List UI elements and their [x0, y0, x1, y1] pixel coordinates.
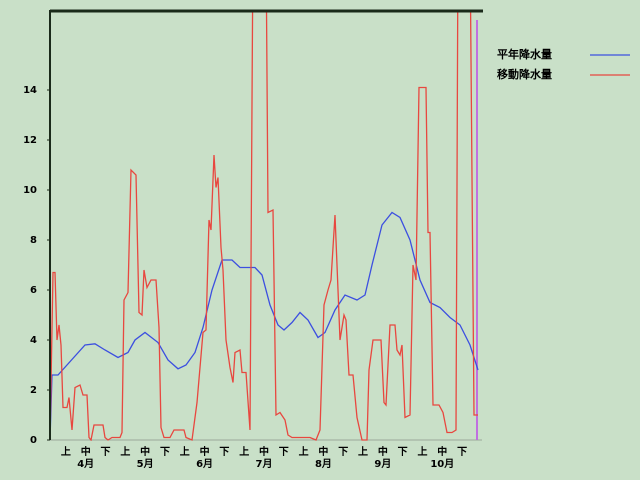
x-tick-label: 中 — [200, 445, 210, 458]
x-tick-label: 上 — [120, 445, 130, 458]
month-label: 5月 — [137, 458, 154, 470]
month-label: 10月 — [430, 458, 454, 470]
y-tick-label: 0 — [30, 435, 37, 446]
x-tick-label: 下 — [101, 446, 111, 458]
series-line — [50, 10, 478, 441]
x-tick-label: 中 — [140, 445, 150, 458]
legend-label: 平年降水量 — [497, 47, 552, 61]
y-tick-label: 2 — [30, 385, 37, 396]
x-tick-label: 上 — [299, 445, 309, 458]
x-tick-label: 中 — [378, 445, 388, 458]
y-tick-label: 10 — [23, 185, 37, 196]
x-tick-label: 中 — [437, 445, 447, 458]
plot-area — [50, 10, 479, 441]
x-tick-label: 上 — [180, 445, 190, 458]
y-tick-label: 8 — [30, 235, 37, 246]
month-label: 4月 — [77, 458, 94, 470]
x-tick-label: 下 — [219, 446, 229, 458]
y-tick-label: 6 — [30, 285, 37, 296]
month-label: 6月 — [196, 458, 213, 470]
x-tick-label: 下 — [457, 446, 467, 458]
x-tick-label: 上 — [358, 445, 368, 458]
x-tick-label: 上 — [417, 445, 427, 458]
x-tick-label: 中 — [259, 445, 269, 458]
y-tick-label: 12 — [23, 135, 37, 146]
x-tick-label: 下 — [338, 446, 348, 458]
legend-label: 移動降水量 — [497, 67, 552, 81]
x-tick-label: 下 — [279, 446, 289, 458]
series-line — [50, 211, 479, 441]
x-tick-label: 中 — [318, 445, 328, 458]
x-tick-label: 上 — [239, 445, 249, 458]
month-label: 8月 — [315, 458, 332, 470]
y-tick-label: 4 — [30, 335, 37, 346]
x-tick-label: 上 — [61, 445, 71, 458]
x-tick-label: 下 — [398, 446, 408, 458]
y-tick-label: 14 — [23, 85, 37, 96]
x-tick-label: 下 — [160, 446, 170, 458]
month-label: 7月 — [256, 458, 273, 470]
x-tick-label: 中 — [81, 445, 91, 458]
month-label: 9月 — [374, 458, 391, 470]
